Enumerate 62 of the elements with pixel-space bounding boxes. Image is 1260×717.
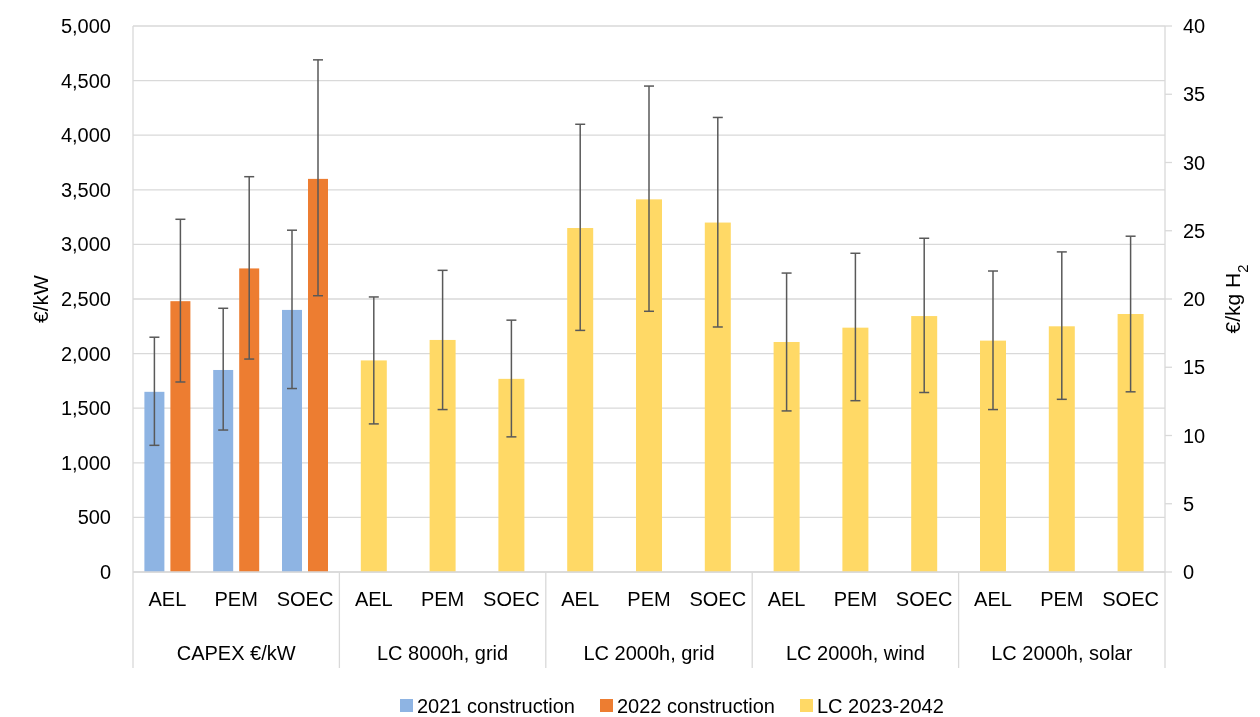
y2-tick-label: 15	[1183, 356, 1206, 379]
x-tick-label: AEL	[148, 588, 187, 610]
bar	[308, 178, 328, 572]
bar	[980, 340, 1006, 572]
bar	[567, 228, 594, 572]
y-tick-label: 2,000	[60, 342, 111, 365]
x-tick-label: SOEC	[689, 588, 747, 610]
y2-tick-label: 35	[1183, 83, 1206, 106]
y-tick-label: 1,000	[60, 451, 111, 474]
x-tick-label: SOEC	[895, 588, 953, 610]
y-axis-title: €/kW	[29, 274, 52, 323]
y-tick-label: 1,500	[60, 397, 111, 420]
bar	[239, 268, 260, 572]
text: LC 8000h, grid	[377, 642, 509, 664]
bar	[170, 301, 191, 572]
x-tick-label: AEL	[974, 588, 1012, 610]
y2-tick-label: 0	[1183, 561, 1195, 583]
bar	[842, 327, 869, 572]
y-tick-label: 5,000	[60, 15, 111, 37]
y2-tick-label: 40	[1183, 15, 1206, 37]
y-tick-label: 0	[99, 561, 111, 583]
x-tick-label: SOEC	[483, 588, 540, 610]
bar	[360, 360, 387, 572]
bar	[282, 309, 302, 572]
y2-tick-label: 25	[1183, 219, 1206, 242]
x-tick-label: AEL	[354, 588, 393, 610]
text: LC 2000h, solar	[991, 642, 1133, 664]
bar	[704, 222, 731, 572]
bar	[498, 378, 525, 572]
legend-label: LC 2023-2042	[817, 695, 944, 717]
bar	[213, 369, 234, 572]
x-tick-label: AEL	[767, 588, 806, 610]
bar	[1048, 326, 1075, 572]
x-tick-label: PEM	[1040, 588, 1084, 610]
x-tick-label: PEM	[420, 588, 465, 610]
y-tick-label: 3,500	[60, 178, 111, 201]
x-tick-label: PEM	[627, 588, 671, 610]
x-tick-label: SOEC	[1102, 588, 1159, 610]
text: LC 2000h, grid	[583, 642, 715, 664]
text: LC 2000h, wind	[785, 642, 925, 664]
y2-tick-label: 20	[1183, 288, 1206, 310]
bar	[636, 199, 662, 572]
y-tick-label: 4,500	[60, 69, 111, 92]
x-tick-label: AEL	[561, 588, 600, 610]
y-tick-label: 2,500	[60, 288, 111, 310]
bar	[1117, 314, 1144, 572]
y2-tick-label: 30	[1183, 151, 1206, 174]
bar	[429, 339, 456, 572]
bar	[773, 342, 800, 572]
y2-tick-label: 10	[1183, 424, 1206, 447]
bar	[144, 391, 165, 572]
legend-label: 2022 construction	[617, 695, 775, 717]
x-tick-label: SOEC	[276, 588, 334, 610]
y-tick-label: 3,000	[60, 233, 111, 256]
x-tick-label: PEM	[214, 588, 258, 610]
y-tick-label: 4,000	[60, 124, 111, 147]
y-tick-label: 500	[77, 506, 111, 529]
legend-label: 2021 construction	[417, 695, 575, 717]
x-tick-label: PEM	[833, 588, 878, 610]
bar	[911, 316, 938, 572]
y2-tick-label: 5	[1183, 492, 1195, 515]
text: CAPEX €/kW	[176, 642, 296, 664]
